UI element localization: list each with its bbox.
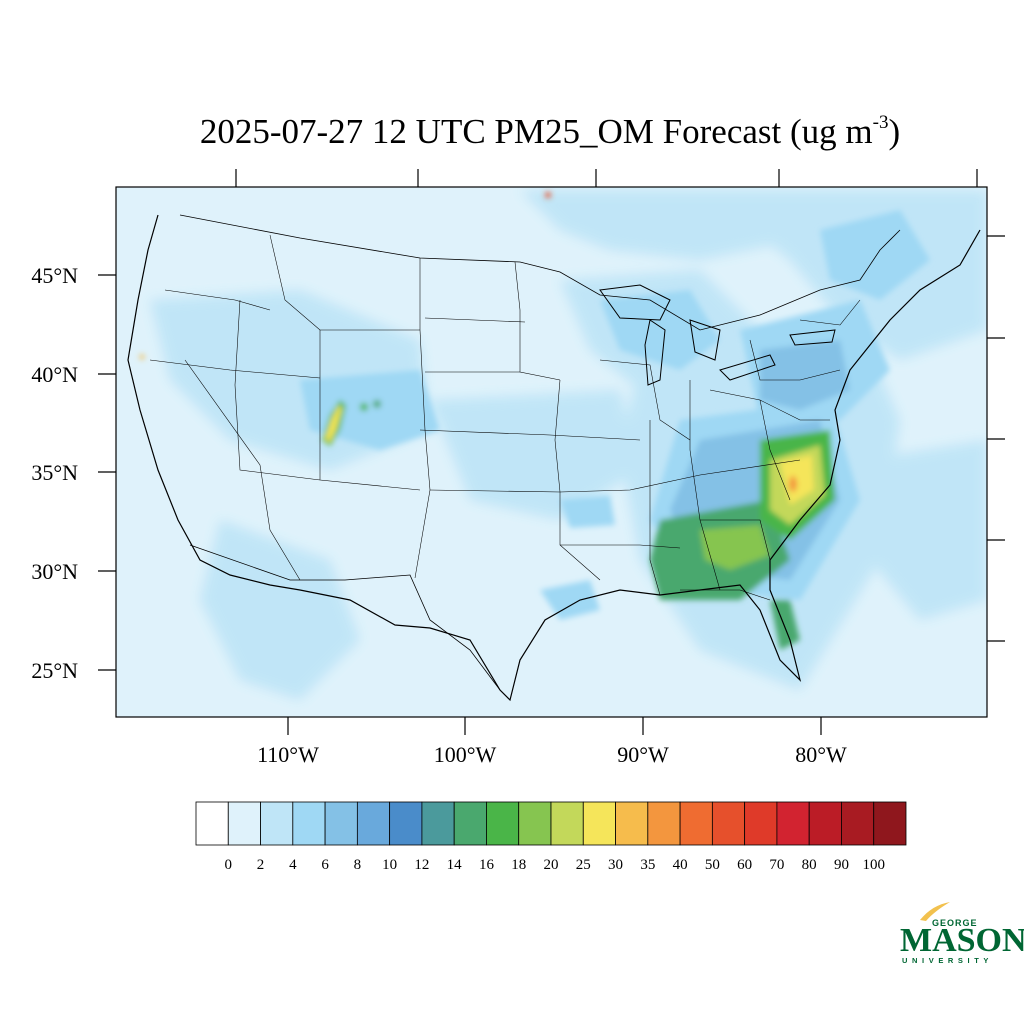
top-ticks <box>235 169 978 187</box>
field-utah-plume-core <box>325 405 342 443</box>
field-new-england <box>820 210 930 300</box>
latitude-labels: 45°N 40°N 35°N 30°N 25°N <box>31 263 78 683</box>
field-florida-green <box>770 600 800 650</box>
colorbar-tick-label: 50 <box>705 857 720 873</box>
colorbar-swatch <box>292 801 326 846</box>
colorbar-tick-label: 35 <box>640 857 655 873</box>
logo-university-text: UNIVERSITY <box>902 956 994 965</box>
colorbar-tick-label: 25 <box>576 857 591 873</box>
gmu-logo: GEORGE MASON UNIVERSITY <box>898 898 1024 970</box>
colorbar-swatch <box>679 801 713 846</box>
colorbar-tick-label: 30 <box>608 857 623 873</box>
colorbar-tick-label: 6 <box>321 857 329 873</box>
state-lines <box>149 234 861 601</box>
lat-label-30: 30°N <box>31 559 78 584</box>
field-atlantic <box>860 440 987 620</box>
field-california-spot <box>139 354 145 360</box>
colorbar-swatch <box>647 801 681 846</box>
colorbar-tick-label: 80 <box>802 857 817 873</box>
bottom-ticks <box>287 717 822 735</box>
left-ticks <box>98 274 116 671</box>
colorbar <box>195 801 907 846</box>
lon-label-80: 80°W <box>795 742 847 767</box>
right-ticks <box>987 235 1005 642</box>
field-gulf <box>540 580 600 620</box>
field-canada-spot <box>545 192 551 198</box>
map-title: 2025-07-27 12 UTC PM25_OM Forecast (ug m… <box>0 112 1024 152</box>
lat-label-25: 25°N <box>31 658 78 683</box>
colorbar-tick-label: 20 <box>544 857 559 873</box>
colorbar-swatch <box>356 801 391 846</box>
colorbar-swatch <box>324 801 358 846</box>
us-mexico-border <box>189 544 501 691</box>
lat-label-45: 45°N <box>31 263 78 288</box>
colorbar-tick-label: 16 <box>479 857 495 873</box>
colorbar-tick-label: 40 <box>673 857 688 873</box>
lat-label-40: 40°N <box>31 362 78 387</box>
colorbar-tick-label: 70 <box>769 857 784 873</box>
colorbar-swatch <box>615 801 649 846</box>
field-georgia-lightgreen <box>700 525 770 570</box>
logo-george-text: GEORGE <box>932 918 978 928</box>
colorbar-tick-label: 60 <box>737 857 752 873</box>
map-frame <box>115 186 988 718</box>
colorbar-swatch <box>227 801 261 846</box>
field-carolina-peak <box>789 476 797 492</box>
field-plains <box>430 390 640 520</box>
lake-ontario <box>789 329 836 346</box>
field-colorado-spot <box>360 403 368 411</box>
boundaries <box>127 214 981 702</box>
map-title-text: 2025-07-27 12 UTC PM25_OM Forecast (ug m… <box>200 112 900 151</box>
title-main: 2025-07-27 12 UTC PM25_OM Forecast (ug m <box>199 112 873 151</box>
colorbar-swatch <box>195 801 229 846</box>
colorbar-tick-label: 2 <box>257 857 265 873</box>
colorbar-swatch <box>776 801 810 846</box>
lake-erie <box>719 354 776 381</box>
field-colorado-spot-2 <box>373 400 381 408</box>
lat-label-35: 35°N <box>31 460 78 485</box>
lon-label-100: 100°W <box>434 742 497 767</box>
title-close: ) <box>888 112 901 151</box>
logo-swoosh-icon <box>920 902 950 921</box>
logo-mason-text: MASON <box>900 922 1024 959</box>
colorbar-tick-label: 14 <box>447 857 463 873</box>
colorbar-swatch <box>582 801 616 846</box>
colorbar-labels: 0 2 4 6 8 10 12 14 16 18 20 25 30 35 40 50 60 70 80 90 100 <box>225 857 885 873</box>
lake-huron <box>689 319 721 361</box>
colorbar-tick-label: 100 <box>862 857 885 873</box>
colorbar-swatch <box>841 801 875 846</box>
colorbar-swatch <box>744 801 778 846</box>
lake-superior <box>599 284 671 321</box>
colorbar-tick-label: 12 <box>414 857 429 873</box>
colorbar-tick-label: 0 <box>225 857 233 873</box>
field-appalachia <box>760 340 850 410</box>
lon-label-110: 110°W <box>257 742 319 767</box>
lake-michigan <box>644 319 666 386</box>
field-carolina-yellow <box>780 455 814 505</box>
lon-label-90: 90°W <box>617 742 669 767</box>
colorbar-swatch <box>389 801 423 846</box>
colorbar-tick-label: 10 <box>382 857 397 873</box>
colorbar-tick-label: 4 <box>289 857 297 873</box>
field-arkansas <box>560 495 615 528</box>
coastline <box>127 214 981 702</box>
colorbar-swatch <box>711 801 746 846</box>
field-southwest <box>200 520 360 700</box>
colorbar-swatch <box>453 801 487 846</box>
colorbar-tick-label: 8 <box>354 857 362 873</box>
colorbar-swatch <box>260 801 294 846</box>
colorbar-swatch <box>518 801 552 846</box>
colorbar-swatch <box>486 801 520 846</box>
field-michigan <box>600 290 720 370</box>
colorbar-swatch <box>873 801 907 846</box>
colorbar-tick-label: 90 <box>834 857 849 873</box>
colorbar-swatch <box>808 801 842 846</box>
colorbar-swatch <box>550 801 584 846</box>
title-superscript: -3 <box>872 112 889 133</box>
longitude-labels: 110°W 100°W 90°W 80°W <box>257 742 847 767</box>
colorbar-swatch <box>421 801 455 846</box>
colorbar-tick-label: 18 <box>511 857 526 873</box>
